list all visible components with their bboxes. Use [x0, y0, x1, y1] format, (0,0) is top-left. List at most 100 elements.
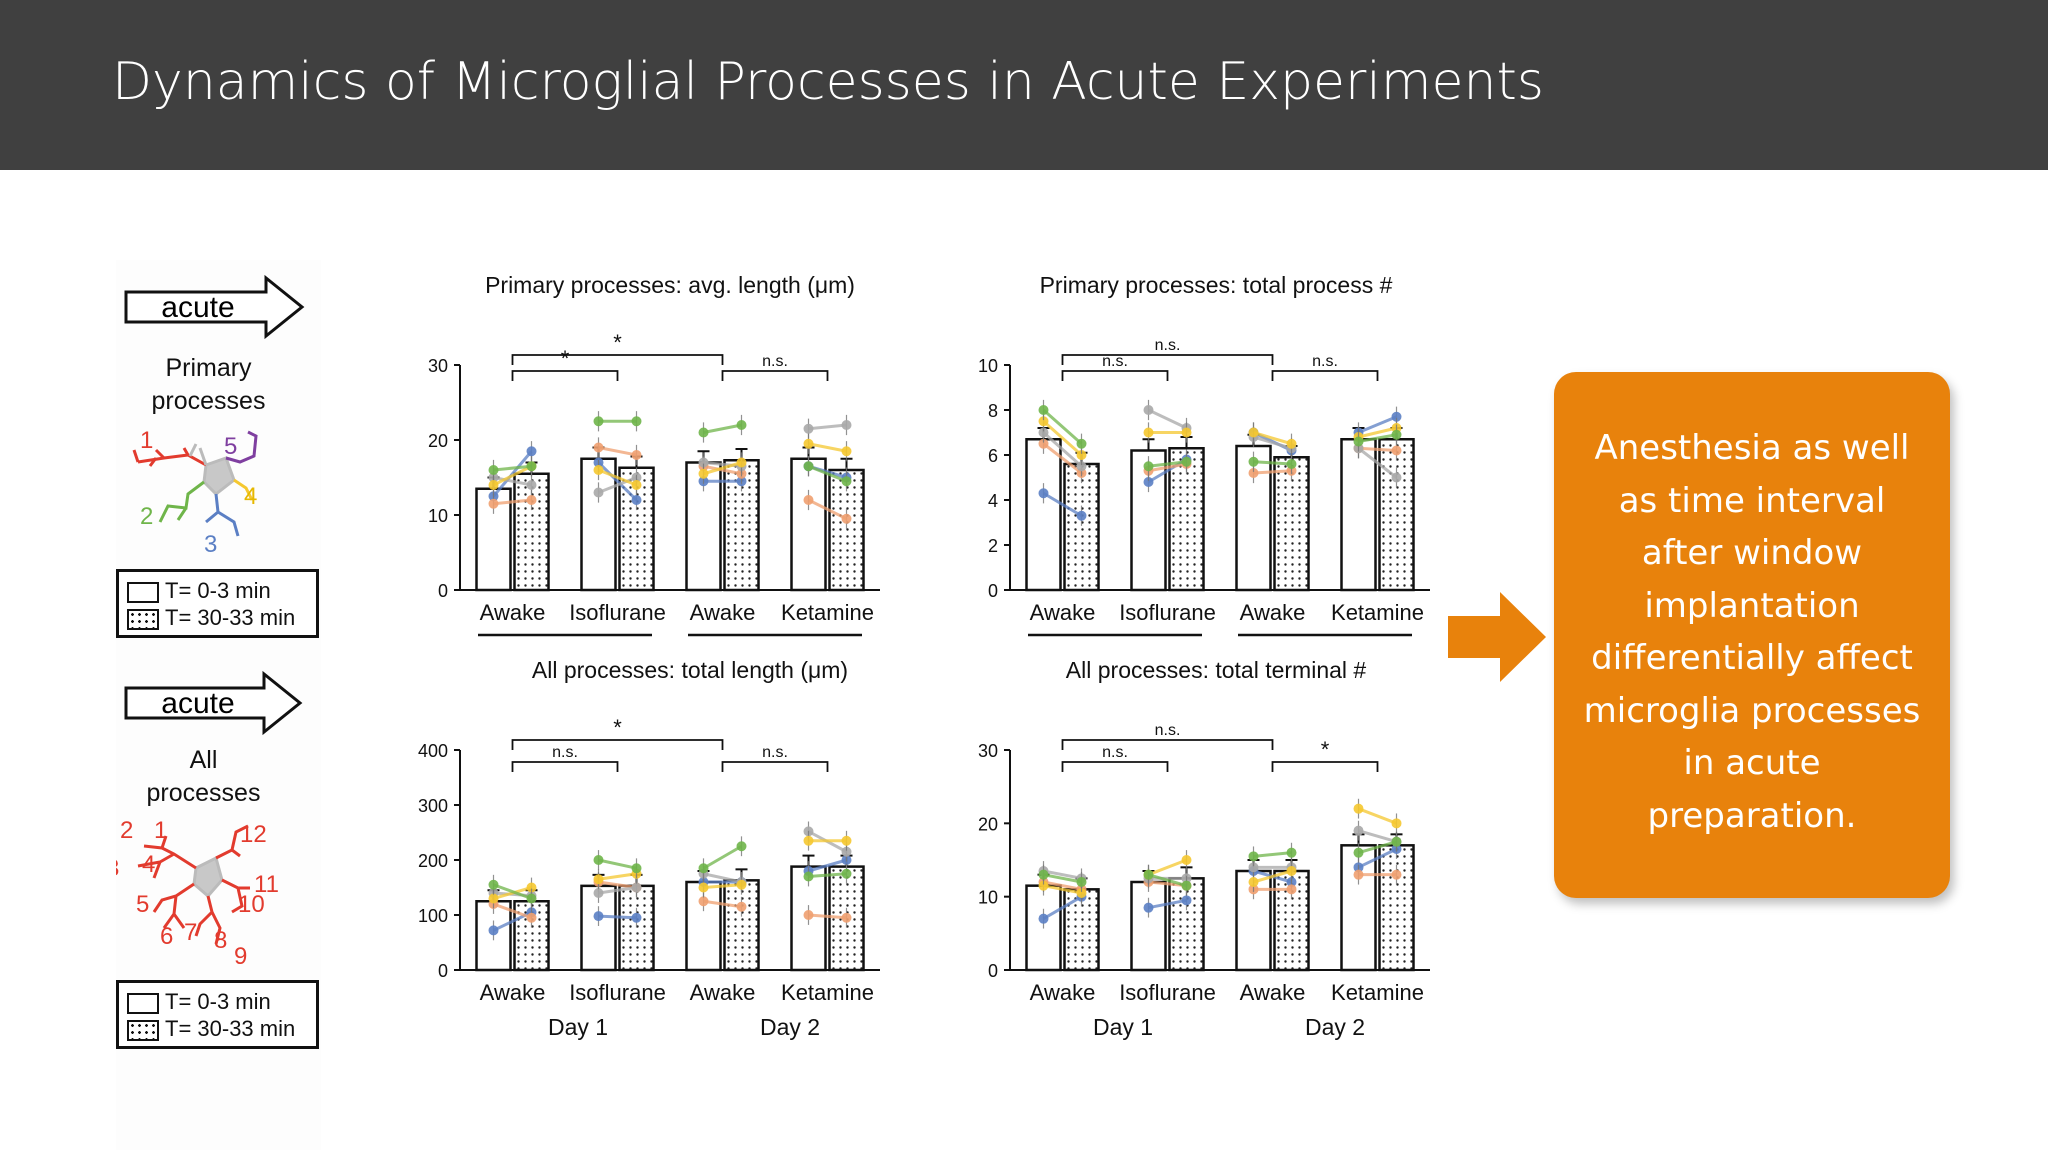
day-label-1-right: Day 1: [1092, 1014, 1154, 1040]
x-tick-label: Awake: [1030, 980, 1096, 1005]
data-point: [488, 879, 499, 890]
individual-line: [807, 464, 848, 483]
individual-line: [703, 464, 742, 476]
diagram-number-4: 4: [244, 483, 257, 510]
data-point: [631, 416, 642, 427]
y-tick-label: 0: [438, 961, 448, 981]
chart-process-count: 0 2 4 6 8 10 Awake Isoflurane Awake Ketamine n.s. n…: [978, 337, 1430, 637]
acute-arrow-top: acute: [124, 274, 305, 340]
individual-line: [597, 476, 638, 494]
data-point: [803, 461, 814, 472]
y-tick-label: 0: [988, 961, 998, 981]
individual-line: [492, 883, 533, 900]
data-point: [1353, 436, 1364, 447]
data-point: [593, 487, 604, 498]
data-point: [698, 457, 709, 468]
significance-label: n.s.: [552, 744, 578, 761]
individual-line: [1253, 869, 1292, 884]
y-tick-label: 200: [418, 851, 448, 871]
data-point: [698, 468, 709, 479]
data-point: [1353, 825, 1364, 836]
y-tick-label: 10: [428, 506, 448, 526]
data-point: [1038, 438, 1049, 449]
individual-line: [703, 423, 742, 434]
data-point: [1391, 472, 1402, 483]
callout-line: microglia processes: [1583, 690, 1921, 731]
significance-bracket: [511, 761, 619, 772]
significance-label: n.s.: [762, 353, 788, 370]
y-tick-label: 30: [978, 741, 998, 761]
diagram-number-5: 5: [224, 433, 237, 460]
legend-open-swatch-b: [127, 992, 159, 1014]
data-point: [1143, 427, 1154, 438]
significance-label: *: [561, 346, 570, 371]
individual-line: [597, 461, 638, 502]
data-point: [1248, 456, 1259, 467]
diagram-number-2b: 2: [120, 817, 133, 844]
individual-line: [1042, 408, 1083, 445]
data-point: [1181, 456, 1192, 467]
individual-line: [598, 880, 637, 889]
significance-label: n.s.: [762, 744, 788, 761]
data-point: [631, 882, 642, 893]
diagram-number-12b: 12: [240, 821, 267, 848]
data-point: [1181, 895, 1192, 906]
data-point: [803, 423, 814, 434]
data-point: [1143, 405, 1154, 415]
data-point: [1353, 847, 1364, 858]
data-point: [593, 911, 604, 922]
significance-bracket: [1271, 370, 1379, 381]
data-point: [1248, 468, 1259, 478]
bar-t30: [1273, 456, 1310, 592]
significance-label: *: [613, 330, 622, 355]
data-point: [593, 888, 604, 898]
individual-line: [1358, 433, 1397, 443]
diagram-number-1b: 1: [154, 817, 167, 844]
acute-arrow-bottom: acute: [124, 670, 303, 736]
data-point: [1353, 869, 1364, 880]
diagram-number-8b: 8: [214, 927, 227, 954]
data-point: [526, 882, 537, 893]
bar-t0: [1235, 869, 1272, 972]
callout-line: implantation: [1644, 585, 1860, 626]
data-point: [1248, 851, 1259, 862]
data-point: [1391, 836, 1402, 847]
acute-arrow-bottom-label: acute: [161, 687, 234, 720]
y-tick-label: 10: [978, 888, 998, 908]
callout-line: preparation.: [1647, 795, 1857, 836]
data-point: [631, 912, 642, 923]
callout-line: in acute: [1683, 743, 1821, 783]
data-point: [736, 457, 747, 468]
bar-t0: [1025, 438, 1062, 592]
data-point: [841, 476, 852, 487]
data-point: [526, 461, 537, 472]
individual-line: [492, 464, 533, 487]
conclusion-callout: Anesthesia as well as time interval afte…: [1554, 372, 1950, 898]
chart-title-3: All processes: total length (μm): [531, 657, 849, 683]
left-panel-graphics: acute 1 2 3 4 5 acute: [116, 274, 305, 970]
bar-t0: [1130, 880, 1167, 972]
x-tick-label: Ketamine: [1331, 980, 1424, 1005]
significance-label: n.s.: [1155, 337, 1181, 354]
individual-line: [1357, 847, 1398, 869]
y-tick-label: 8: [988, 401, 998, 421]
data-point: [841, 420, 852, 430]
data-point: [1038, 880, 1049, 891]
primary-processes-cell-icon: 1 2 3 4 5: [132, 427, 258, 558]
legend-top-row-dotted: T= 30-33 min: [127, 605, 295, 631]
data-point: [841, 912, 852, 923]
data-point: [1143, 869, 1154, 880]
data-point: [631, 450, 642, 460]
individual-line: [1148, 462, 1187, 473]
primary-processes-label: Primary processes: [116, 352, 301, 418]
significance-bracket: [721, 761, 829, 772]
day-label-2-right: Day 2: [1304, 1014, 1366, 1040]
individual-line: [703, 872, 742, 884]
individual-line: [493, 498, 532, 506]
individual-line: [807, 498, 848, 521]
bar-t0: [1340, 438, 1377, 592]
data-point: [1248, 877, 1259, 887]
bar-t30: [1063, 462, 1100, 592]
individual-line: [1358, 446, 1397, 452]
individual-line: [1043, 873, 1082, 884]
